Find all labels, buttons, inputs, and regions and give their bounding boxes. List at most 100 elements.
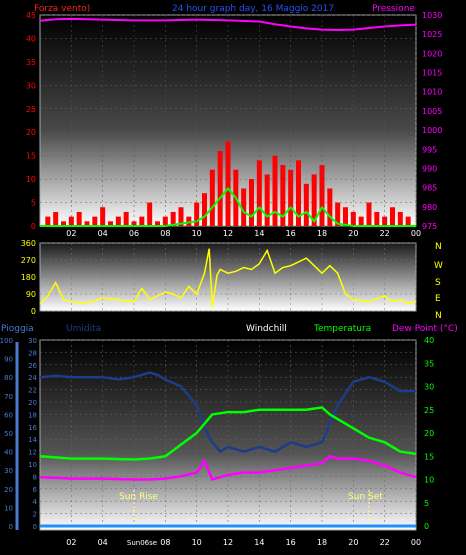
- wind-bar: [178, 207, 184, 226]
- wind-bar: [397, 211, 403, 226]
- wind-bar: [53, 211, 59, 226]
- wind-bar: [335, 202, 341, 226]
- wind-bar: [303, 183, 309, 226]
- x-tick-label: Sun06se: [127, 539, 157, 547]
- temperature-label: Temperatura: [313, 324, 371, 334]
- y-tick-label-right: 1010: [422, 88, 442, 97]
- wind-bar: [288, 169, 294, 226]
- wind-bar: [170, 211, 176, 226]
- compass-label: N: [435, 311, 442, 321]
- y-tick-label-left: 35: [26, 58, 36, 67]
- y-tick-label-right: 30: [424, 383, 434, 392]
- wind-bar: [61, 221, 66, 226]
- humidity-tick-label: 6: [33, 486, 38, 494]
- sunrise-label: Sun Rise: [119, 492, 158, 502]
- humidity-tick-label: 0: [33, 523, 37, 531]
- wind-bar: [241, 188, 247, 226]
- humidity-tick-label: 8: [33, 473, 37, 481]
- wind-bar: [76, 211, 82, 226]
- wind-bar: [217, 150, 223, 226]
- wind-bar: [45, 216, 51, 226]
- wind-bar: [264, 174, 270, 226]
- x-tick-label: 20: [348, 538, 358, 547]
- y-tick-label-right: 985: [422, 184, 437, 193]
- humidity-label: Umidita: [66, 324, 101, 334]
- dewpoint-line: [39, 454, 417, 482]
- humidity-tick-label: 10: [28, 461, 37, 469]
- rain-tick-label: 0: [9, 523, 13, 531]
- chart-title: 24 hour graph day, 16 Maggio 2017: [172, 4, 334, 14]
- x-tick-label: 16: [286, 538, 296, 547]
- x-tick-label: 12: [223, 229, 233, 238]
- humidity-tick-label: 14: [28, 436, 37, 444]
- rain-tick-label: 30: [4, 467, 13, 475]
- wind-bar: [343, 207, 348, 226]
- x-tick-label: 04: [98, 229, 108, 238]
- wind-bar: [311, 174, 317, 226]
- x-tick-label: 14: [254, 229, 264, 238]
- y-tick-label-left: 360: [21, 239, 36, 248]
- rain-tick-label: 100: [0, 337, 13, 345]
- windchill-label: Windchill: [246, 324, 287, 334]
- wind-bar: [186, 216, 192, 226]
- compass-label: S: [435, 278, 441, 288]
- wind-direction-line: [39, 248, 417, 308]
- wind-bar: [327, 188, 333, 226]
- wind-bar: [225, 141, 231, 226]
- wind-bar: [280, 165, 286, 226]
- x-tick-label: 18: [317, 229, 327, 238]
- chart-marks: 0510152025303540459759809859909951000100…: [0, 11, 442, 547]
- wind-bar: [147, 202, 153, 226]
- y-tick-label-left: 10: [26, 175, 36, 184]
- humidity-tick-label: 24: [28, 374, 37, 382]
- compass-label: W: [434, 261, 443, 271]
- wind-bar: [390, 207, 395, 226]
- humidity-tick-label: 20: [28, 399, 37, 407]
- y-tick-label-right: 1015: [422, 69, 442, 78]
- dewpoint-label: Dew Point (°C): [392, 324, 458, 334]
- y-tick-label-right: 1005: [422, 107, 442, 116]
- wind-bar: [249, 179, 254, 226]
- rain-tick-label: 40: [4, 449, 13, 457]
- wind-bar: [358, 216, 364, 226]
- x-tick-label: 08: [160, 538, 170, 547]
- y-tick-label-left: 25: [26, 105, 36, 114]
- y-tick-label-left: 180: [21, 273, 36, 282]
- humidity-line: [39, 371, 416, 454]
- wind-bar: [139, 216, 145, 226]
- rain-tick-label: 10: [4, 504, 13, 512]
- wind-bar: [123, 211, 129, 226]
- wind-bar: [256, 160, 262, 226]
- wind-bar: [405, 216, 411, 226]
- wind-bar: [272, 155, 278, 226]
- x-tick-label: 14: [254, 538, 264, 547]
- x-tick-label: 22: [380, 538, 390, 547]
- wind-bar: [115, 216, 121, 226]
- y-tick-label-right: 20: [424, 429, 434, 438]
- y-tick-label-right: 990: [422, 164, 437, 173]
- humidity-tick-label: 26: [28, 362, 37, 370]
- compass-label: E: [435, 294, 441, 304]
- x-tick-label: 06: [129, 229, 139, 238]
- compass-label: N: [435, 242, 442, 252]
- x-tick-label: 18: [317, 538, 327, 547]
- wind-bar: [155, 221, 160, 226]
- wind-bar: [131, 221, 137, 226]
- wind-average-line: [40, 186, 416, 227]
- y-tick-label-left: 45: [26, 11, 36, 20]
- x-tick-label: 02: [66, 229, 76, 238]
- wind-bar: [84, 221, 90, 226]
- y-tick-label-left: 5: [31, 199, 36, 208]
- rain-tick-label: 60: [4, 411, 13, 419]
- y-tick-label-right: 10: [424, 476, 434, 485]
- x-tick-label: 04: [98, 538, 108, 547]
- rain-tick-label: 90: [4, 356, 13, 364]
- y-tick-label-right: 980: [422, 203, 437, 212]
- y-tick-label-right: 1000: [422, 126, 442, 135]
- wind-bar: [108, 221, 113, 226]
- y-tick-label-right: 5: [424, 499, 429, 508]
- wind-bar: [366, 202, 372, 226]
- x-tick-label: 12: [223, 538, 233, 547]
- y-tick-label-left: 40: [26, 34, 36, 43]
